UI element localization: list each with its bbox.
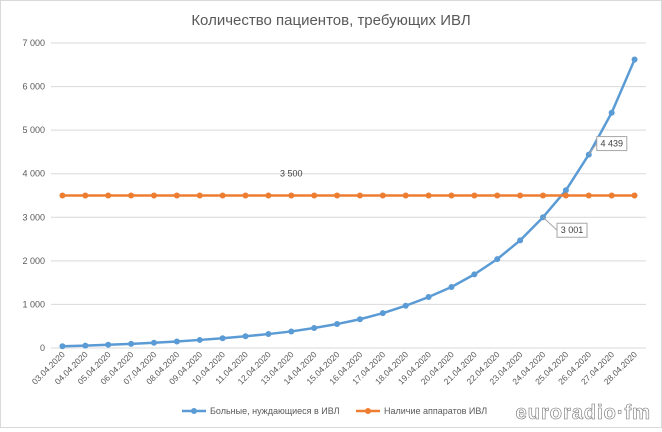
data-label: 3 500: [280, 169, 303, 179]
series-layer: [59, 56, 638, 350]
data-point: [105, 341, 112, 348]
data-point: [105, 192, 112, 199]
data-point: [494, 192, 501, 199]
y-tick-label: 3 000: [22, 212, 45, 222]
legend-marker-patients: [191, 408, 197, 414]
y-tick-label: 0: [40, 343, 45, 353]
data-point: [311, 324, 318, 331]
data-point: [402, 302, 409, 309]
data-point: [173, 192, 180, 199]
data-point: [59, 192, 66, 199]
data-point: [540, 192, 547, 199]
data-point: [59, 343, 66, 350]
y-tick-label: 1 000: [22, 299, 45, 309]
callout-leader: [542, 216, 558, 231]
data-point: [288, 192, 295, 199]
callout-box: [596, 136, 628, 152]
legend-label-ventilators: Наличие аппаратов ИВЛ: [384, 406, 487, 416]
data-point: [585, 192, 592, 199]
data-point: [402, 192, 409, 199]
y-tick-label: 7 000: [22, 38, 45, 48]
data-point: [334, 192, 341, 199]
data-point: [219, 192, 226, 199]
series-line-0: [62, 59, 636, 348]
legend: Больные, нуждающиеся в ИВЛ Наличие аппар…: [182, 406, 487, 416]
data-point: [631, 56, 638, 63]
data-point: [82, 342, 89, 349]
data-point: [425, 294, 432, 301]
data-point: [219, 335, 226, 342]
callout-leader: [588, 143, 598, 155]
data-point: [608, 109, 615, 116]
data-point: [517, 237, 524, 244]
data-point: [128, 340, 135, 347]
chart-title: Количество пациентов, требующих ИВЛ: [191, 12, 470, 29]
data-point: [288, 328, 295, 335]
data-point: [494, 256, 501, 263]
y-axis-ticks: 0 1 000 2 000 3 000 4 000 5 000 6 000 7 000: [22, 38, 45, 353]
data-point: [334, 321, 341, 328]
data-point: [265, 192, 272, 199]
data-point: [82, 192, 89, 199]
data-point: [128, 192, 135, 199]
gridlines: [51, 42, 646, 349]
data-point: [196, 192, 203, 199]
data-point: [517, 192, 524, 199]
data-point: [379, 310, 386, 317]
y-tick-label: 5 000: [22, 125, 45, 135]
watermark-logo: euroradio·fm: [516, 402, 651, 424]
callout-box: [556, 222, 588, 238]
x-axis-ticks: 03.04.202004.04.202005.04.202006.04.2020…: [30, 349, 639, 386]
data-point: [562, 187, 569, 194]
data-point: [608, 192, 615, 199]
data-point: [425, 192, 432, 199]
data-point: [448, 284, 455, 290]
y-tick-label: 2 000: [22, 256, 45, 266]
data-point: [196, 336, 203, 343]
data-point: [448, 192, 455, 199]
data-point: [265, 331, 272, 338]
data-point: [471, 271, 478, 278]
data-point: [356, 192, 363, 199]
legend-label-patients: Больные, нуждающиеся в ИВЛ: [210, 406, 340, 416]
annotations: 3 500 3 001 4 439: [280, 136, 628, 238]
data-point: [356, 316, 363, 323]
y-tick-label: 6 000: [22, 82, 45, 92]
data-label: 3 001: [561, 225, 584, 235]
data-point: [242, 192, 249, 199]
data-label: 4 439: [601, 139, 624, 149]
data-point: [562, 192, 569, 199]
y-tick-label: 4 000: [22, 169, 45, 179]
data-point: [379, 192, 386, 199]
data-point: [150, 339, 157, 346]
legend-marker-ventilators: [365, 408, 371, 414]
data-point: [150, 192, 157, 199]
data-point: [311, 192, 318, 199]
data-point: [242, 333, 249, 340]
data-point: [471, 192, 478, 199]
data-point: [631, 192, 638, 199]
data-point: [173, 338, 180, 345]
